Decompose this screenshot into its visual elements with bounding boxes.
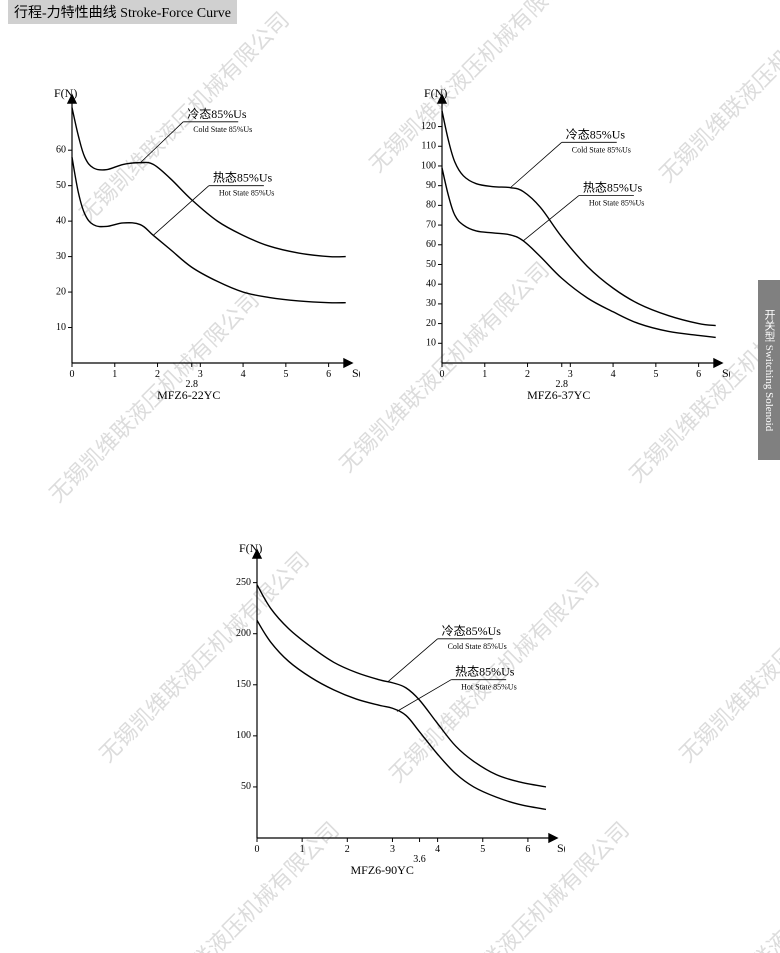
svg-text:100: 100 — [236, 730, 251, 741]
svg-text:1: 1 — [300, 844, 305, 855]
svg-text:冷态85%Us: 冷态85%Us — [187, 107, 247, 121]
svg-text:0: 0 — [440, 369, 445, 380]
svg-text:3.6: 3.6 — [413, 854, 426, 865]
svg-text:40: 40 — [56, 215, 66, 226]
hot-curve — [442, 168, 716, 337]
svg-text:2: 2 — [525, 369, 530, 380]
svg-text:2: 2 — [155, 369, 160, 380]
svg-text:30: 30 — [426, 298, 436, 309]
svg-text:4: 4 — [611, 369, 616, 380]
svg-text:90: 90 — [426, 180, 436, 191]
svg-text:热态85%Us: 热态85%Us — [455, 665, 515, 679]
svg-text:S(mm): S(mm) — [557, 841, 565, 855]
svg-text:110: 110 — [421, 141, 436, 152]
svg-text:Hot State 85%Us: Hot State 85%Us — [589, 199, 645, 208]
svg-text:100: 100 — [421, 160, 436, 171]
svg-text:6: 6 — [696, 369, 701, 380]
svg-text:4: 4 — [435, 844, 440, 855]
svg-text:20: 20 — [426, 318, 436, 329]
svg-text:F(N): F(N) — [54, 86, 77, 100]
side-tab: 开关型 Switching Solenoid — [758, 280, 780, 460]
svg-text:10: 10 — [426, 338, 436, 349]
svg-text:20: 20 — [56, 286, 66, 297]
svg-text:4: 4 — [241, 369, 246, 380]
svg-text:40: 40 — [426, 278, 436, 289]
svg-text:1: 1 — [112, 369, 117, 380]
page-title: 行程-力特性曲线 Stroke-Force Curve — [8, 0, 237, 24]
svg-text:50: 50 — [426, 259, 436, 270]
watermark: 无锡凯维联液压机械有限公司 — [681, 814, 780, 953]
svg-text:S(mm): S(mm) — [352, 366, 360, 380]
svg-text:60: 60 — [56, 144, 66, 155]
svg-text:MFZ6-37YC: MFZ6-37YC — [527, 388, 590, 402]
svg-text:80: 80 — [426, 200, 436, 211]
svg-text:Hot State 85%Us: Hot State 85%Us — [461, 683, 517, 692]
svg-text:Cold State 85%Us: Cold State 85%Us — [193, 125, 252, 134]
svg-text:30: 30 — [56, 251, 66, 262]
svg-text:200: 200 — [236, 628, 251, 639]
svg-text:Cold State 85%Us: Cold State 85%Us — [572, 145, 631, 154]
svg-text:0: 0 — [255, 844, 260, 855]
svg-text:10: 10 — [56, 322, 66, 333]
svg-text:120: 120 — [421, 121, 436, 132]
svg-text:Cold State 85%Us: Cold State 85%Us — [448, 642, 507, 651]
svg-text:150: 150 — [236, 679, 251, 690]
chart2: 10203040506070809010011012001234562.8F(N… — [400, 85, 730, 405]
svg-text:MFZ6-90YC: MFZ6-90YC — [350, 863, 413, 877]
svg-text:60: 60 — [426, 239, 436, 250]
svg-text:冷态85%Us: 冷态85%Us — [442, 624, 502, 638]
svg-text:0: 0 — [70, 369, 75, 380]
svg-text:F(N): F(N) — [424, 86, 447, 100]
svg-text:3: 3 — [390, 844, 395, 855]
svg-text:6: 6 — [326, 369, 331, 380]
svg-text:2: 2 — [345, 844, 350, 855]
svg-text:3: 3 — [568, 369, 573, 380]
svg-text:5: 5 — [283, 369, 288, 380]
svg-text:50: 50 — [241, 781, 251, 792]
svg-text:70: 70 — [426, 219, 436, 230]
svg-text:3: 3 — [198, 369, 203, 380]
chart1: 10203040506001234562.8F(N)S(mm)冷态85%UsCo… — [30, 85, 360, 405]
watermark: 无锡凯维联液压机械有限公司 — [671, 544, 780, 769]
svg-text:冷态85%Us: 冷态85%Us — [566, 127, 626, 141]
svg-text:6: 6 — [525, 844, 530, 855]
svg-text:热态85%Us: 热态85%Us — [583, 181, 643, 195]
svg-text:1: 1 — [482, 369, 487, 380]
hot-curve — [72, 157, 346, 303]
svg-text:50: 50 — [56, 180, 66, 191]
svg-text:250: 250 — [236, 577, 251, 588]
svg-text:S(mm): S(mm) — [722, 366, 730, 380]
svg-text:F(N): F(N) — [239, 541, 262, 555]
svg-text:Hot State 85%Us: Hot State 85%Us — [219, 189, 275, 198]
chart3: 50 100 150 200 250 0 1 2 3 4 5 6 3.6 F(N) S(mm) 冷态85%Us… — [215, 540, 565, 880]
svg-text:5: 5 — [480, 844, 485, 855]
svg-text:热态85%Us: 热态85%Us — [213, 171, 273, 185]
cold-curve — [442, 111, 716, 326]
svg-text:5: 5 — [653, 369, 658, 380]
svg-text:MFZ6-22YC: MFZ6-22YC — [157, 388, 220, 402]
